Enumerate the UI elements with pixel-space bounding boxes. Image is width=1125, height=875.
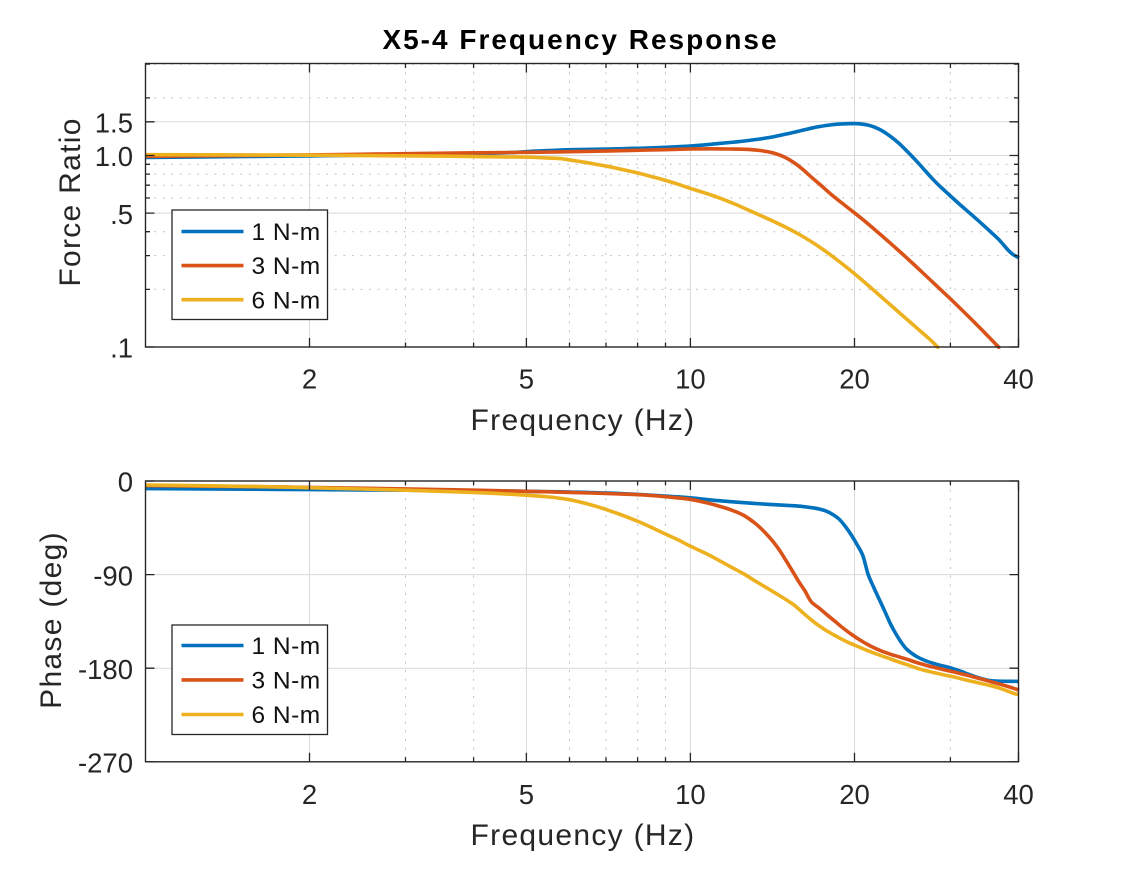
svg-text:-270: -270 xyxy=(78,748,133,779)
svg-text:2: 2 xyxy=(302,363,317,394)
svg-text:Frequency (Hz): Frequency (Hz) xyxy=(471,404,696,437)
svg-text:0: 0 xyxy=(118,467,133,498)
svg-text:1.5: 1.5 xyxy=(95,108,133,139)
svg-text:10: 10 xyxy=(675,779,706,810)
svg-text:Phase (deg): Phase (deg) xyxy=(35,531,68,709)
svg-text:Frequency (Hz): Frequency (Hz) xyxy=(471,819,696,852)
svg-text:5: 5 xyxy=(519,363,534,394)
svg-text:6 N-m: 6 N-m xyxy=(252,702,321,729)
svg-text:40: 40 xyxy=(1003,363,1034,394)
svg-text:1.0: 1.0 xyxy=(95,141,133,172)
svg-text:1 N-m: 1 N-m xyxy=(252,633,321,660)
svg-text:20: 20 xyxy=(839,779,870,810)
svg-text:6 N-m: 6 N-m xyxy=(252,287,321,314)
svg-text:20: 20 xyxy=(839,363,870,394)
svg-text:Force Ratio: Force Ratio xyxy=(54,117,87,286)
svg-text:2: 2 xyxy=(302,779,317,810)
svg-text:-180: -180 xyxy=(78,654,133,685)
svg-text:.5: .5 xyxy=(110,199,133,230)
svg-text:3 N-m: 3 N-m xyxy=(252,253,321,280)
svg-text:X5-4 Frequency Response: X5-4 Frequency Response xyxy=(382,24,778,55)
svg-text:40: 40 xyxy=(1003,779,1034,810)
svg-text:10: 10 xyxy=(675,363,706,394)
svg-text:.1: .1 xyxy=(110,333,133,364)
svg-text:1 N-m: 1 N-m xyxy=(252,219,321,246)
svg-text:-90: -90 xyxy=(93,560,133,591)
svg-text:3 N-m: 3 N-m xyxy=(252,668,321,695)
svg-text:5: 5 xyxy=(519,779,534,810)
